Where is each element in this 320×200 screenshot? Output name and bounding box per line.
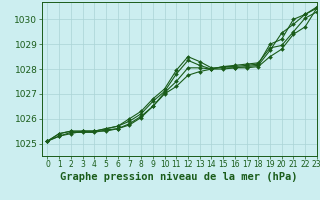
X-axis label: Graphe pression niveau de la mer (hPa): Graphe pression niveau de la mer (hPa) — [60, 172, 298, 182]
